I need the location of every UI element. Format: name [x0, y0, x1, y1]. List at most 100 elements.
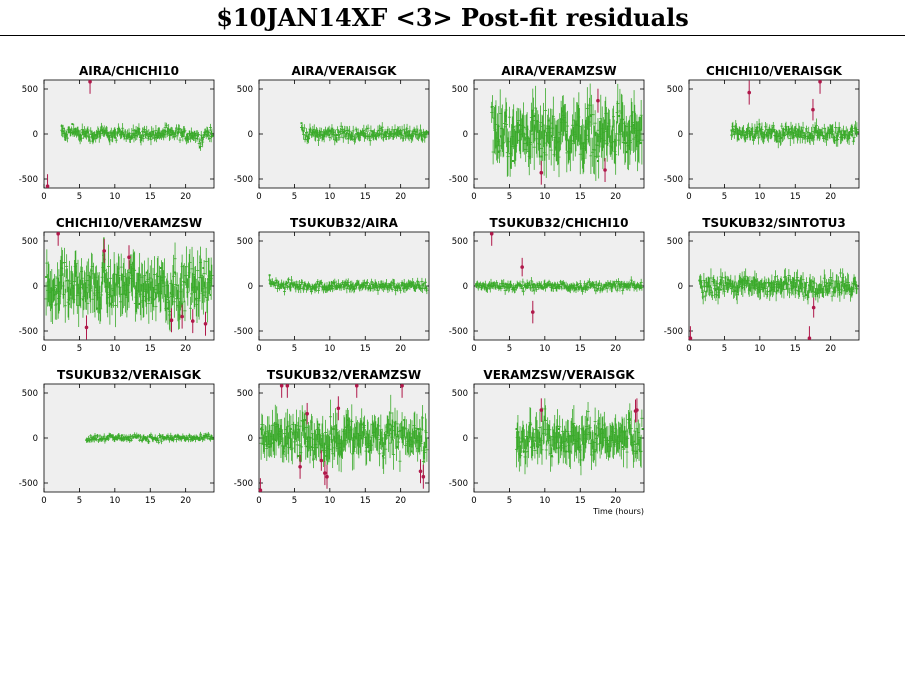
x-tick-label: 10	[324, 344, 335, 354]
x-tick-label: 15	[790, 344, 801, 354]
x-tick-label: 20	[610, 496, 621, 506]
outlier-point	[180, 314, 184, 319]
x-tick-label: 15	[790, 192, 801, 202]
residual-point	[85, 438, 88, 441]
panel-title: AIRA/VERAMZSW	[501, 64, 616, 78]
x-tick-label: 15	[360, 192, 371, 202]
residual-point	[314, 130, 317, 133]
residual-point	[424, 446, 427, 448]
residual-point	[526, 142, 529, 144]
residual-point	[367, 450, 370, 453]
good-residual-series	[259, 394, 429, 477]
x-tick-label: 15	[360, 344, 371, 354]
residual-point	[632, 284, 635, 287]
residual-point	[318, 284, 321, 287]
residual-point	[773, 130, 775, 133]
outlier-point	[102, 249, 107, 253]
residual-point	[639, 142, 642, 144]
x-tick-label: 0	[471, 496, 476, 506]
x-tick-label: 15	[360, 496, 371, 506]
residual-point	[511, 160, 514, 162]
residual-point	[490, 282, 493, 285]
residual-point	[357, 132, 360, 135]
residual-point	[483, 286, 486, 289]
residual-point	[110, 303, 113, 305]
outlier-point	[418, 469, 423, 474]
y-tick-label: -500	[449, 175, 468, 185]
y-tick-label: -500	[234, 479, 253, 489]
residual-point	[120, 131, 123, 134]
residual-point	[339, 285, 342, 288]
residual-point	[843, 130, 846, 133]
residual-point	[268, 274, 271, 277]
residual-point	[519, 124, 522, 126]
x-tick-label: 10	[109, 192, 120, 202]
residual-point	[67, 131, 70, 134]
residual-point	[300, 122, 303, 125]
x-tick-label: 5	[292, 496, 297, 506]
x-tick-label: 10	[324, 192, 335, 202]
x-tick-label: 0	[471, 344, 476, 354]
residual-point	[275, 423, 278, 426]
y-tick-label: 500	[22, 389, 38, 399]
residual-point	[815, 131, 818, 134]
residual-point	[561, 110, 564, 113]
residual-point	[92, 436, 95, 439]
panel-title: CHICHI10/VERAISGK	[706, 64, 843, 78]
residual-point	[205, 435, 208, 438]
good-residual-series	[515, 398, 644, 476]
x-tick-label: 20	[395, 344, 406, 354]
outlier-point	[811, 305, 816, 310]
residual-point	[730, 129, 733, 132]
x-tick-label: 0	[686, 344, 691, 354]
residual-point	[149, 132, 152, 135]
residual-point	[726, 278, 729, 281]
outlier-point	[319, 458, 324, 463]
residual-point	[177, 131, 180, 134]
residual-point	[741, 281, 744, 284]
residual-point	[389, 423, 392, 426]
residual-point	[159, 267, 162, 269]
y-tick-label: 500	[22, 237, 38, 247]
x-tick-label: 5	[77, 344, 82, 354]
residual-point	[311, 287, 314, 290]
residual-point	[420, 133, 423, 136]
residual-point	[847, 287, 850, 290]
residual-point	[198, 146, 201, 149]
residual-point	[360, 284, 363, 287]
residual-point	[374, 428, 377, 430]
panel-title: AIRA/VERAISGK	[292, 64, 398, 78]
residual-point	[184, 137, 187, 140]
x-tick-label: 20	[825, 192, 836, 202]
residual-point	[582, 286, 585, 289]
residual-point	[568, 151, 571, 153]
residual-point	[106, 435, 109, 438]
residual-point	[184, 437, 187, 440]
residual-point	[582, 142, 585, 144]
x-tick-label: 0	[41, 496, 46, 506]
residual-point	[417, 284, 420, 287]
y-tick-label: 0	[248, 434, 253, 444]
residual-point	[589, 283, 592, 286]
residual-point	[135, 130, 138, 133]
residual-point	[787, 132, 790, 135]
y-tick-label: -500	[664, 327, 683, 337]
good-residual-series	[268, 274, 429, 296]
x-tick-label: 15	[145, 496, 156, 506]
outlier-point	[811, 107, 815, 112]
residual-point	[198, 438, 201, 441]
x-tick-label: 15	[145, 344, 156, 354]
y-tick-label: 500	[667, 85, 683, 95]
y-tick-label: 0	[248, 282, 253, 292]
residual-point	[737, 138, 740, 141]
residual-point	[211, 437, 214, 440]
residual-point	[311, 446, 314, 448]
x-tick-label: 10	[109, 344, 120, 354]
residual-point	[611, 146, 614, 149]
outlier-point	[807, 336, 812, 341]
x-tick-label: 5	[507, 344, 512, 354]
y-tick-label: 0	[33, 130, 38, 140]
residual-point	[497, 151, 500, 153]
residual-point	[504, 283, 507, 286]
